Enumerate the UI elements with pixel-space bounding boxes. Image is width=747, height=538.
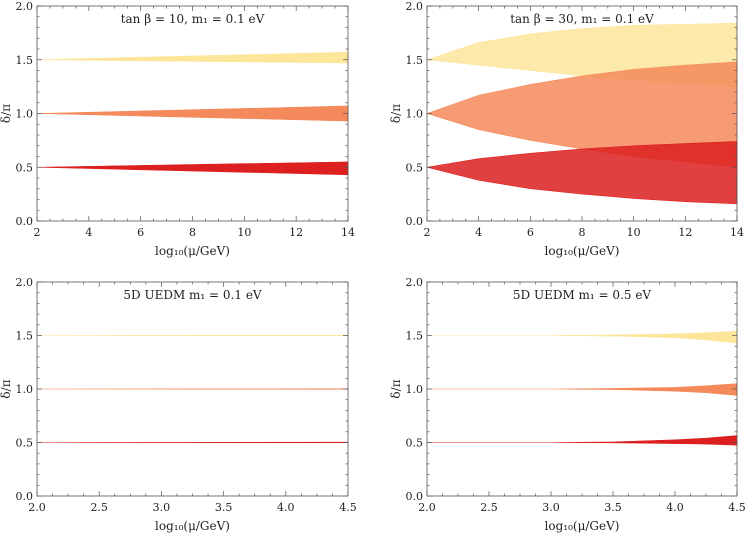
band-1 [36, 51, 349, 64]
y-tick-label: 1.0 [16, 383, 34, 396]
x-tick-label: 10 [237, 226, 251, 239]
x-tick-label: 2 [424, 226, 431, 239]
y-tick-label: 2.0 [16, 276, 34, 289]
y-tick-label: 0.0 [16, 490, 34, 503]
band-3 [36, 441, 349, 444]
y-axis-label: δ/π [389, 379, 403, 398]
y-tick-label: 0.0 [406, 215, 424, 228]
x-tick-label: 4.0 [277, 501, 295, 514]
y-tick-label: 2.0 [406, 276, 424, 289]
x-axis-label: log₁₀(μ/GeV) [545, 519, 620, 533]
band-2 [427, 383, 738, 396]
y-axis-label: δ/π [0, 379, 13, 398]
y-tick-label: 2.0 [16, 0, 34, 13]
x-tick-label: 4.0 [666, 501, 684, 514]
x-tick-label: 2 [34, 226, 41, 239]
y-tick-label: 1.0 [406, 383, 424, 396]
x-tick-label: 8 [189, 226, 196, 239]
y-tick-label: 0.5 [16, 437, 34, 450]
panel-title: tan β = 10, m₁ = 0.1 eV [121, 12, 265, 26]
panel-title: 5D UEDM m₁ = 0.1 eV [123, 288, 262, 302]
chart-panel-2: 2 4 6 8 10 12 14 0.0 0.5 1.0 1.5 2.0 tan β = 30, m₁ … [389, 0, 744, 258]
x-tick-label: 2.5 [480, 501, 498, 514]
x-tick-label: 2.5 [90, 501, 108, 514]
chart-panel-1: 2 4 6 8 10 12 14 0.0 0.5 1.0 1.5 2.0 tan β = 10, m₁ … [0, 0, 355, 258]
band-1 [36, 334, 349, 337]
y-tick-label: 1.5 [406, 54, 424, 67]
x-tick-label: 2.0 [418, 501, 436, 514]
x-tick-label: 3.5 [215, 501, 233, 514]
x-tick-label: 4 [475, 226, 482, 239]
x-tick-label: 3.5 [604, 501, 622, 514]
y-tick-label: 0.0 [406, 490, 424, 503]
y-tick-label: 1.5 [16, 54, 34, 67]
band-2 [36, 105, 349, 122]
band-3 [426, 141, 738, 205]
band-3 [427, 435, 738, 446]
chart-panel-3: 2.0 2.5 3.0 3.5 4.0 4.5 0.0 0.5 1.0 1.5 2.0 5D UEDM… [0, 276, 357, 533]
panel-title: tan β = 30, m₁ = 0.1 eV [510, 12, 654, 26]
x-axis-label: log₁₀(μ/GeV) [155, 519, 230, 533]
band-2 [36, 388, 349, 390]
y-axis-label: δ/π [0, 104, 13, 123]
chart-panel-4: 2.0 2.5 3.0 3.5 4.0 4.5 0.0 0.5 1.0 1.5 2.0 5D UEDM… [389, 276, 746, 533]
band-3 [36, 161, 349, 176]
band-1 [427, 330, 738, 344]
x-tick-label: 4.5 [728, 501, 746, 514]
y-tick-label: 1.0 [16, 108, 34, 121]
y-tick-label: 0.5 [406, 161, 424, 174]
x-tick-label: 10 [627, 226, 641, 239]
x-axis-label: log₁₀(μ/GeV) [545, 244, 620, 258]
x-tick-label: 3.0 [153, 501, 171, 514]
y-tick-label: 0.5 [16, 161, 34, 174]
panel-title: 5D UEDM m₁ = 0.5 eV [513, 288, 652, 302]
x-tick-label: 14 [341, 226, 355, 239]
x-tick-label: 4.5 [339, 501, 357, 514]
y-tick-label: 2.0 [406, 0, 424, 13]
y-axis-label: δ/π [389, 104, 403, 123]
y-tick-label: 0.5 [406, 437, 424, 450]
x-tick-label: 6 [527, 226, 534, 239]
x-tick-label: 6 [137, 226, 144, 239]
x-tick-label: 3.0 [542, 501, 560, 514]
x-axis-label: log₁₀(μ/GeV) [155, 244, 230, 258]
y-tick-label: 1.0 [406, 108, 424, 121]
y-tick-label: 0.0 [16, 215, 34, 228]
x-tick-label: 14 [730, 226, 744, 239]
x-tick-label: 4 [85, 226, 92, 239]
x-tick-label: 12 [289, 226, 303, 239]
x-tick-label: 12 [678, 226, 692, 239]
x-tick-label: 2.0 [28, 501, 46, 514]
x-tick-label: 8 [579, 226, 586, 239]
y-tick-label: 1.5 [406, 330, 424, 343]
y-tick-label: 1.5 [16, 330, 34, 343]
